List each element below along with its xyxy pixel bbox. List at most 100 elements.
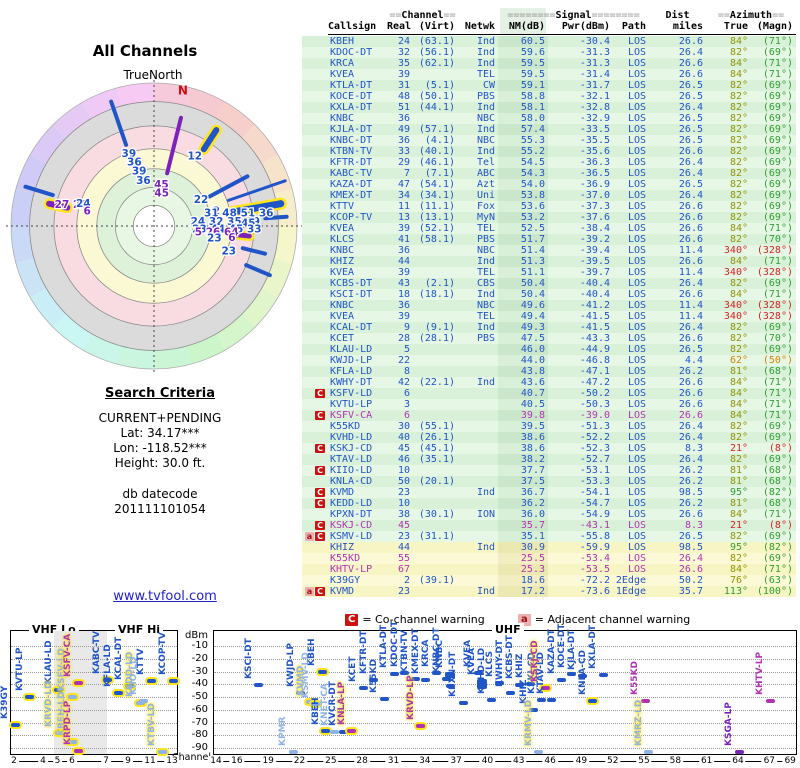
signal-bar [445,683,455,688]
co-channel-legend: C = Co-channel warning [345,613,485,626]
column-header: Callsign [328,21,377,32]
gridline [214,684,796,686]
table-row: KVEA 39 TEL 51.1 -39.7 LOS 11.4 340° (328°) [302,267,796,278]
radar-channel-label: 24 32 35 39 [191,216,260,228]
signal-bar [288,749,298,754]
radar-channel-label: 39 [132,166,147,178]
station-label: KRVD-LD [44,681,55,727]
station-label: KVTU-LP [14,647,25,692]
station-label: KCOP-TV [158,632,168,676]
table-row: KWHY-DT 42 (22.1) Ind 43.6 -47.2 LOS 26.6 84° (71… [302,377,796,388]
station-label: KABC-TV [92,630,102,674]
compass-hue-segment [241,288,278,328]
column-header: Real [387,21,412,32]
station-label: KJLA-DT [567,629,578,670]
gridline [11,722,177,724]
gridline [11,748,177,749]
signal-bar [317,670,327,674]
radar-channel-label: 6 [83,206,90,218]
table-header-groups: ==Channel== ========Signal======== Dist ==A… [302,10,796,21]
column-header: NM(dB) [508,21,545,32]
table-row: KMEX-DT 34 (34.1) Uni 53.8 -37.0 LOS 26.4 82° (69… [302,190,796,201]
compass-hue-segment [82,333,122,365]
signal-bar [525,681,535,686]
station-label: KRPD-LP [63,700,74,745]
uhf-channel-tick: 46 [542,756,558,766]
signal-bar [369,677,379,682]
station-label: KTLA-DT [379,624,390,668]
signal-bar [540,686,550,691]
uhf-channel-tick: 14 [208,756,224,766]
signal-bar [338,730,348,735]
compass-hue-segment [154,83,192,106]
station-label: KHTV-LP [755,652,766,696]
table-row: KTLA-DT 31 (5.1) CW 59.1 -31.7 LOS 26.5 82° (69°) [302,80,796,91]
vhf-channel-tick: 13 [164,756,180,766]
table-row: KRCA 35 (62.1) Ind 59.5 -31.3 LOS 26.6 84° (71°) [302,58,796,69]
station-label: KFLA-LD [103,644,113,688]
station-label: KOCE-DT [556,623,567,669]
column-header: (Magn) [756,21,793,32]
tvfool-link[interactable]: www.tvfool.com [113,589,217,604]
station-label: KCAL-DT [114,636,124,681]
adjacent-channel-flag-icon: a [304,587,315,596]
station-label: KPXN-DT [448,651,459,698]
compass-hue-segment [261,258,293,298]
radar-channel-label: 2 [213,205,220,217]
gridline [214,709,796,711]
compass-hue-segment [11,188,34,226]
station-label: KFTR-DT [358,629,369,674]
gridline [11,735,177,737]
gridline [214,697,796,698]
signal-bar [495,681,505,686]
uhf-channel-tick: 19 [260,756,276,766]
azimuth-spoke [200,127,220,153]
azimuth-spoke [240,246,268,256]
signal-bar [139,698,149,703]
co-channel-flag-icon: C [315,444,325,453]
signal-bar [330,730,340,735]
radar-channel-label: 31 48 51 36 [204,208,273,220]
signal-bar [389,671,399,676]
table-row: KCET 28 (28.1) PBS 47.5 -43.3 LOS 26.6 82° (70°) [302,333,796,344]
co-channel-flag-icon: C [315,521,325,530]
adjacent-channel-flag-icon: a [518,613,531,626]
station-label: KVEA [466,647,477,675]
station-label: KMEX-DT [410,628,421,675]
signal-bar [102,677,112,682]
signal-bar [321,729,331,734]
table-row: KHIZ 44 Ind 51.3 -39.5 LOS 26.6 84° (71°) [302,256,796,267]
azimuth-spoke [226,179,287,202]
compass-hue-segment [216,102,256,139]
column-header: (Virt) [418,21,455,32]
station-label: KAZA-DT [546,629,557,675]
north-marker: N [178,83,188,97]
station-label: KDOC-DT [389,620,400,668]
uhf-spectrum-chart: UHF KSCI-DT KPMR KWJD-LP KVMD KSMV-LD KBEH KBE… [213,621,797,755]
table-row: C KSKJ-CD 45 35.7 -43.1 LOS 8.3 21° (8°) [302,520,796,531]
azimuth-spoke [207,174,250,199]
uhf-channel-tick: 58 [667,756,684,766]
signal-bar [442,676,452,681]
radar-channel-label: 22 [194,194,209,206]
table-row: KWJD-LP 22 44.0 -46.8 LOS 4.4 62° (50°) [302,355,796,366]
uhf-channel-tick: 37 [448,756,464,766]
column-header: True [723,21,748,32]
table-row: KCBS-DT 43 (2.1) CBS 50.4 -40.4 LOS 26.4 82° (69°… [302,278,796,289]
azimuth-spoke [263,214,289,221]
signal-bar [577,673,587,678]
uhf-channel-tick: 34 [417,756,433,766]
table-row: C KSFV-CA 6 39.8 -39.0 LOS 26.6 84° (71°) [302,410,796,421]
dbm-axis-title: dBm [185,630,208,641]
signal-bar [458,701,468,706]
compass-hue-segment [15,258,47,298]
signal-bar [734,749,744,754]
co-channel-flag-icon: C [345,613,359,626]
station-label: KCET [348,656,359,683]
table-row: KTBN-TV 33 (40.1) Ind 55.2 -35.6 LOS 26.6 82° (69… [302,146,796,157]
signal-bar [67,695,77,700]
radar-channel-label: 36 [127,157,142,169]
uhf-channel-tick: 16 [229,756,245,766]
